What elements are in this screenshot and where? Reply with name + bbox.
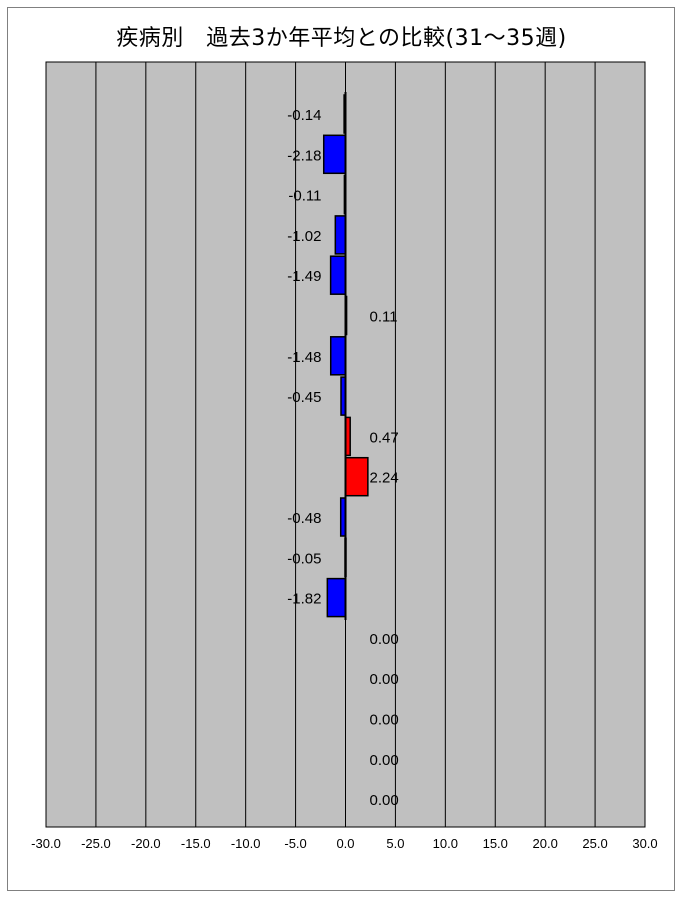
data-label: 0.00 — [370, 671, 399, 688]
data-label: 0.00 — [370, 631, 399, 648]
x-tick-label: -20.0 — [131, 836, 161, 851]
x-axis-tick-labels: -30.0 -25.0 -20.0 -15.0 -10.0 -5.0 0.0 5.0 10.0 1… — [31, 836, 657, 851]
data-label: -0.11 — [288, 188, 321, 205]
x-tick-label: 0.0 — [336, 836, 354, 851]
x-tick-label: 20.0 — [533, 836, 558, 851]
bar — [322, 134, 347, 175]
data-label: 2.24 — [370, 470, 399, 487]
x-tick-label: -30.0 — [31, 836, 61, 851]
data-label: -0.45 — [287, 389, 321, 406]
data-label: 0.11 — [370, 309, 398, 326]
bar — [329, 255, 347, 295]
bar — [329, 336, 347, 376]
data-label: -0.05 — [287, 550, 321, 567]
x-tick-label: -15.0 — [181, 836, 211, 851]
bar — [344, 456, 369, 497]
bar — [334, 215, 347, 255]
x-tick-label: 5.0 — [386, 836, 404, 851]
x-tick-label: -5.0 — [284, 836, 306, 851]
data-label: -1.48 — [287, 349, 321, 366]
x-tick-label: -10.0 — [231, 836, 261, 851]
data-label: 0.00 — [370, 792, 399, 809]
x-tick-label: 30.0 — [632, 836, 657, 851]
data-label: -1.82 — [287, 591, 321, 608]
bar — [326, 577, 347, 618]
gridlines — [95, 62, 596, 827]
data-label: -0.48 — [287, 510, 321, 527]
data-label: 0.00 — [370, 712, 399, 729]
data-label: -2.18 — [287, 147, 321, 164]
data-label: 0.47 — [370, 429, 399, 446]
data-label: 0.00 — [370, 752, 399, 769]
data-label: -1.49 — [287, 268, 321, 285]
data-label: -0.14 — [287, 107, 321, 124]
x-tick-label: 15.0 — [483, 836, 508, 851]
chart-title: 疾病別 過去3か年平均との比較(31～35週) — [116, 26, 567, 51]
x-tick-label: 10.0 — [433, 836, 458, 851]
data-labels: -0.14 -2.18 -0.11 -1.02 -1.49 0.11 -1.48 -0.45 0… — [287, 107, 398, 809]
data-label: -1.02 — [287, 228, 321, 245]
x-tick-label: -25.0 — [81, 836, 111, 851]
x-tick-label: 25.0 — [582, 836, 607, 851]
